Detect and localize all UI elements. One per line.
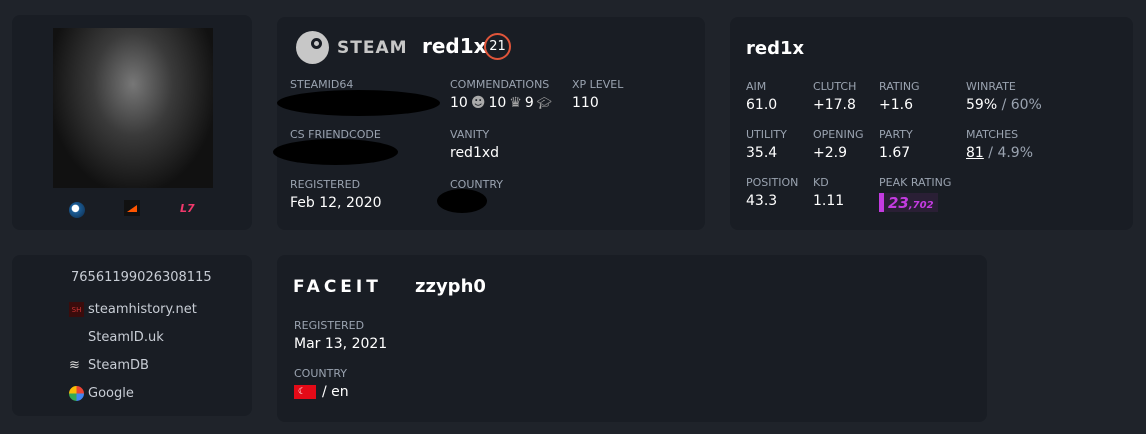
steam-username: red1x (422, 34, 487, 58)
link-steamhistory[interactable]: SH steamhistory.net (69, 302, 197, 317)
stat-label: POSITION (746, 176, 799, 189)
winrate-label: WINRATE (966, 80, 1016, 93)
redacted-steamid64 (277, 90, 440, 116)
steam-icon (296, 31, 329, 64)
faceit-username: zzyph0 (415, 276, 486, 297)
stat-aim: AIM 61.0 (746, 80, 777, 113)
stat-value: +1.6 (879, 97, 913, 113)
google-icon (69, 386, 84, 401)
leetify-profile-icon[interactable]: L7 (180, 202, 195, 215)
country-label: COUNTRY (450, 178, 503, 191)
registered-label: REGISTERED (290, 178, 361, 191)
stat-label: RATING (879, 80, 920, 93)
stat-clutch: CLUTCH +17.8 (813, 80, 856, 113)
graduation-cap-icon: 🎓︎ (536, 96, 552, 110)
faceit-profile-icon[interactable] (124, 200, 140, 216)
faceit-logo: FACEIT (293, 277, 382, 297)
stat-kd: KD 1.11 (813, 176, 844, 209)
avatar-card: L7 (12, 15, 252, 230)
vanity-label: VANITY (450, 128, 490, 141)
stat-label: UTILITY (746, 128, 787, 141)
peak-rating-badge: 23,702 (879, 193, 938, 212)
stat-utility: UTILITY 35.4 (746, 128, 787, 161)
xp-label: XP LEVEL (572, 78, 624, 91)
smiley-icon: ☻ (470, 95, 486, 111)
turkey-flag-icon: ☾ (294, 385, 316, 399)
faceit-country-label: COUNTRY (294, 367, 347, 380)
stat-value: +17.8 (813, 97, 856, 113)
faceit-registered-label: REGISTERED (294, 319, 365, 332)
steamhistory-icon: SH (69, 302, 84, 317)
link-google[interactable]: Google (69, 386, 134, 401)
steam-logo: STEAM (296, 31, 408, 64)
steam-level-badge: 21 (484, 33, 511, 60)
commendations-label: COMMENDATIONS (450, 78, 550, 91)
steamid64-label: STEAMID64 (290, 78, 354, 91)
stat-value: 1.67 (879, 145, 911, 161)
link-steamdb[interactable]: ≋ SteamDB (69, 358, 149, 373)
stat-value: 61.0 (746, 97, 778, 113)
commendations-value: 10 ☻ 10 ♛ 9 🎓︎ (450, 95, 552, 111)
stat-position: POSITION 43.3 (746, 176, 798, 209)
stat-label: AIM (746, 80, 767, 93)
stats-card: red1x AIM 61.0 CLUTCH +17.8 RATING +1.6 UTILIT… (730, 17, 1133, 230)
matches-link[interactable]: 81 (966, 145, 984, 161)
link-steamid-uk[interactable]: SteamID.uk (88, 330, 164, 345)
stat-value: 35.4 (746, 145, 778, 161)
friendcode-label: CS FRIENDCODE (290, 128, 381, 141)
stat-label: KD (813, 176, 829, 189)
stat-label: PARTY (879, 128, 913, 141)
stat-label: OPENING (813, 128, 864, 141)
redacted-country (437, 189, 487, 213)
steamid-text: 76561199026308115 (71, 270, 212, 285)
registered-value: Feb 12, 2020 (290, 195, 382, 211)
redacted-friendcode (273, 139, 398, 165)
avatar (53, 28, 213, 188)
xp-value: 110 (572, 95, 599, 111)
steam-profile-icon[interactable] (69, 202, 85, 218)
stat-label: CLUTCH (813, 80, 857, 93)
steam-card: STEAM red1x 21 STEAMID64 CS FRIENDCODE R… (273, 17, 705, 230)
links-card: 76561199026308115 SH steamhistory.net Ste… (12, 255, 252, 416)
faceit-language: / en (322, 384, 349, 400)
steamdb-icon: ≋ (69, 358, 80, 373)
stat-party: PARTY 1.67 (879, 128, 913, 161)
stat-rating: RATING +1.6 (879, 80, 920, 113)
stat-value: +2.9 (813, 145, 847, 161)
matches-label: MATCHES (966, 128, 1019, 141)
peak-rating-label: PEAK RATING (879, 176, 952, 189)
crown-icon: ♛ (509, 95, 522, 111)
stat-value: 1.11 (813, 193, 845, 209)
stat-value: 43.3 (746, 193, 778, 209)
stats-username: red1x (746, 38, 805, 59)
faceit-card: FACEIT zzyph0 REGISTERED Mar 13, 2021 COU… (277, 255, 987, 422)
winrate-value: 59% (966, 97, 998, 113)
vanity-value: red1xd (450, 145, 500, 161)
faceit-registered-value: Mar 13, 2021 (294, 336, 388, 352)
stat-opening: OPENING +2.9 (813, 128, 863, 161)
